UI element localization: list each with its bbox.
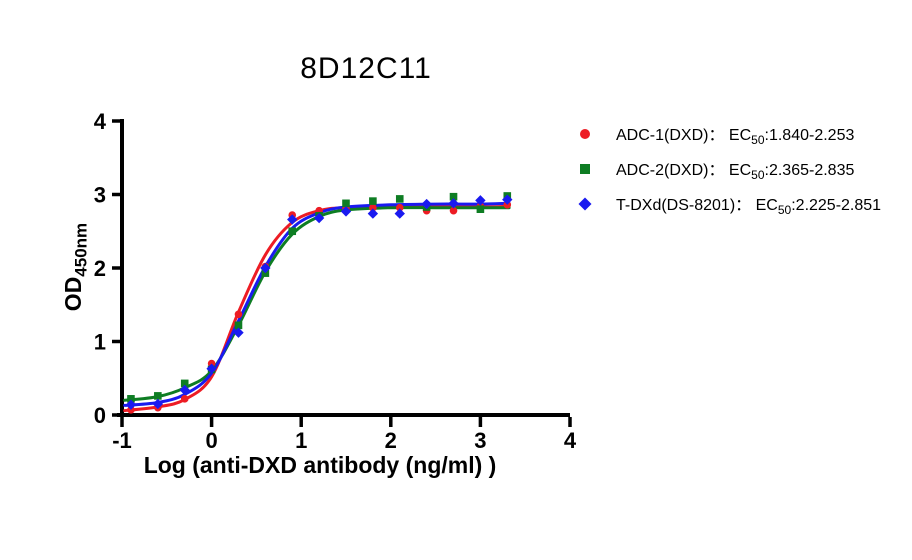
data-point-diamond	[421, 198, 432, 210]
data-point-diamond	[206, 363, 217, 374]
data-point-square	[369, 197, 377, 205]
ec-range: :2.225-2.851	[791, 196, 882, 214]
data-point-diamond	[394, 208, 405, 219]
fit-curve-diamond	[123, 201, 511, 407]
legend-item-text: ADC-2(DXD)： EC50:2.365-2.835	[616, 156, 854, 182]
legend-item-text: ADC-1(DXD)： EC50:1.840-2.253	[616, 121, 854, 147]
ec-label: EC	[728, 126, 752, 144]
fit-curve-square	[123, 206, 511, 402]
ec-range: :1.840-2.253	[764, 126, 855, 144]
x-tick-label: 0	[205, 428, 217, 453]
data-point-circle	[449, 206, 458, 215]
data-point-square	[154, 392, 162, 400]
data-point-circle	[180, 395, 189, 403]
data-point-square	[288, 227, 297, 236]
y-tick-label: 2	[94, 256, 106, 281]
chart-title: 8D12C11	[300, 52, 432, 85]
ec-label: EC	[728, 161, 752, 179]
y-axis-label: OD450nm	[60, 167, 91, 367]
data-point-diamond	[152, 398, 164, 410]
data-point-diamond	[287, 214, 298, 225]
ec-range: :2.365-2.835	[764, 161, 855, 179]
data-point-square	[180, 379, 189, 388]
y-axis-label-subscript: 450nm	[71, 222, 91, 277]
data-point-circle	[395, 203, 404, 212]
data-point-diamond	[260, 262, 271, 274]
y-tick-label: 1	[94, 330, 106, 355]
data-point-diamond	[233, 327, 244, 338]
ec-subscript: 50	[751, 168, 765, 183]
series-name: ADC-2(DXD)	[616, 161, 709, 179]
y-tick-label: 0	[94, 403, 106, 428]
ec-label: EC	[755, 196, 778, 214]
legend-item: ADC-2(DXD)： EC50:2.365-2.835	[580, 156, 881, 182]
data-point-circle	[234, 310, 243, 319]
ec-subscript: 50	[751, 133, 765, 148]
data-point-square	[449, 192, 458, 201]
fullwidth-colon: ：	[735, 196, 752, 214]
data-point-diamond	[179, 384, 190, 396]
y-tick-label: 4	[94, 109, 107, 134]
legend: ADC-1(DXD)： EC50:1.840-2.253 ADC-2(DXD)：…	[578, 121, 881, 229]
data-point-square	[476, 205, 485, 213]
y-axis-label-base: OD	[60, 276, 86, 312]
x-tick-label: 4	[564, 428, 577, 453]
data-point-diamond	[502, 194, 513, 205]
x-tick-label: 1	[295, 428, 307, 453]
series-name: T-DXd(DS-8201)	[616, 196, 736, 214]
data-point-diamond	[313, 212, 325, 224]
data-point-circle	[369, 203, 377, 212]
x-tick-label: 2	[385, 428, 397, 453]
x-tick-label: 3	[474, 428, 486, 453]
data-point-diamond	[125, 399, 137, 410]
legend-square-marker-icon	[580, 164, 590, 174]
data-point-diamond	[448, 198, 459, 209]
data-point-square	[127, 395, 135, 403]
data-point-square	[234, 321, 243, 330]
x-axis-label: Log (anti-DXD antibody (ng/ml) )	[143, 452, 497, 478]
data-point-diamond	[475, 195, 486, 206]
data-point-diamond	[367, 208, 379, 219]
ec-subscript: 50	[777, 203, 792, 218]
x-tick-label: -1	[112, 428, 132, 453]
data-point-square	[395, 195, 404, 203]
legend-item: ADC-1(DXD)： EC50:1.840-2.253	[580, 121, 881, 147]
fullwidth-colon: ：	[708, 161, 725, 179]
data-point-diamond	[340, 206, 352, 217]
legend-circle-marker-icon	[580, 129, 590, 139]
fullwidth-colon: ：	[708, 126, 725, 144]
data-point-square	[342, 199, 350, 208]
legend-diamond-marker-icon	[578, 197, 592, 211]
y-tick-label: 3	[94, 183, 106, 208]
legend-item: T-DXd(DS-8201)： EC50:2.225-2.851	[578, 191, 881, 217]
series-name: ADC-1(DXD)	[616, 126, 709, 144]
legend-item-text: T-DXd(DS-8201)： EC50:2.225-2.851	[616, 191, 881, 217]
